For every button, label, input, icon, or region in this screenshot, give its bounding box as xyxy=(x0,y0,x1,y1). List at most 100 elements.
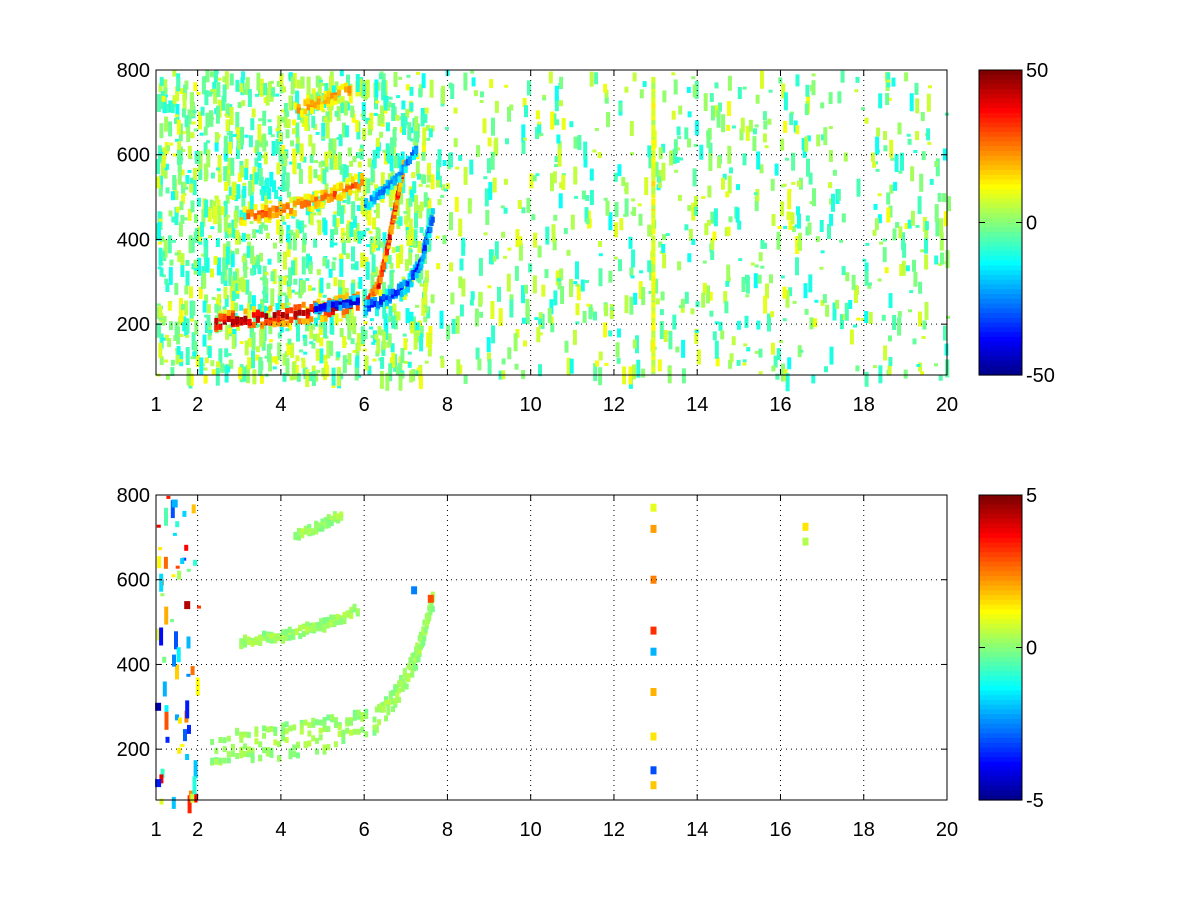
heatmap-cell xyxy=(828,92,833,105)
colorbar-strip xyxy=(979,604,1022,610)
heatmap-cell xyxy=(183,217,188,221)
heatmap-cell xyxy=(418,374,423,390)
heatmap-cell xyxy=(893,181,898,191)
heatmap-cell xyxy=(509,299,514,318)
colorbar-strip xyxy=(979,208,1022,214)
y-tick-label: 200 xyxy=(117,314,150,336)
heatmap-cell xyxy=(168,121,173,137)
heatmap-cell xyxy=(485,209,490,225)
heatmap-cell xyxy=(339,185,344,191)
heatmap-cell xyxy=(345,720,350,727)
heatmap-cell xyxy=(823,127,828,146)
colorbar-ticks-bottom: 50-5 xyxy=(979,485,1044,812)
heatmap-cell xyxy=(407,361,412,368)
heatmap-cell xyxy=(348,299,353,306)
heatmap-cell xyxy=(708,291,713,301)
heatmap-cell xyxy=(762,133,767,143)
heatmap-cell xyxy=(416,71,420,75)
heatmap-cell xyxy=(379,329,384,336)
heatmap-cell xyxy=(380,356,385,369)
heatmap-cell xyxy=(651,97,656,104)
heatmap-cell xyxy=(348,185,353,192)
heatmap-cell xyxy=(278,132,283,142)
colorbar-strip xyxy=(979,576,1022,582)
heatmap-cell xyxy=(338,192,343,196)
heatmap-cell xyxy=(593,311,597,321)
heatmap-cell xyxy=(681,339,686,358)
heatmap-cell xyxy=(360,230,364,240)
heatmap-cell xyxy=(677,136,682,140)
heatmap-cell xyxy=(414,148,419,154)
heatmap-cell xyxy=(311,88,316,104)
heatmap-cell xyxy=(380,189,385,196)
heatmap-cell xyxy=(158,175,163,191)
heatmap-cell xyxy=(399,372,404,379)
heatmap-cell xyxy=(782,286,787,299)
heatmap-cell xyxy=(226,309,231,316)
heatmap-cell xyxy=(170,367,175,377)
heatmap-cell xyxy=(243,743,247,750)
heatmap-cell xyxy=(358,148,363,152)
heatmap-cell xyxy=(395,114,400,121)
heatmap-cell xyxy=(355,608,360,615)
heatmap-cell xyxy=(804,308,809,315)
heatmap-cell xyxy=(320,521,325,528)
heatmap-cell xyxy=(172,70,177,77)
heatmap-cell xyxy=(283,109,288,128)
heatmap-cell xyxy=(295,122,300,138)
heatmap-cell xyxy=(185,700,190,719)
heatmap-cell xyxy=(662,253,667,269)
heatmap-cell xyxy=(354,362,359,381)
heatmap-cell xyxy=(878,93,883,109)
colorbar-top: 500-50 xyxy=(978,60,1055,387)
heatmap-cell xyxy=(378,186,382,193)
heatmap-cell xyxy=(352,156,357,163)
heatmap-cell xyxy=(323,354,328,361)
heatmap-cell xyxy=(283,276,287,286)
heatmap-cell xyxy=(603,197,608,201)
heatmap-cell xyxy=(360,726,365,733)
heatmap-cell xyxy=(299,201,304,208)
heatmap-cell xyxy=(357,197,362,201)
heatmap-cell xyxy=(386,704,391,711)
colorbar-strip xyxy=(979,704,1022,711)
heatmap-cell xyxy=(266,313,271,319)
heatmap-cell xyxy=(295,90,300,106)
heatmap-cell xyxy=(651,236,656,242)
heatmap-cell xyxy=(339,373,344,380)
heatmap-cell xyxy=(785,289,790,308)
heatmap-cell xyxy=(316,219,321,223)
colorbar-strip xyxy=(979,236,1022,243)
heatmap-cell xyxy=(387,234,392,240)
heatmap-cell xyxy=(311,115,316,128)
heatmap-cell xyxy=(247,319,252,326)
heatmap-cell xyxy=(676,126,681,136)
heatmap-cell xyxy=(559,268,564,281)
heatmap-cell xyxy=(363,97,368,101)
heatmap-cell xyxy=(321,367,326,377)
heatmap-cell xyxy=(887,365,892,375)
heatmap-cell xyxy=(301,623,306,630)
heatmap-cell xyxy=(262,732,266,739)
heatmap-cell xyxy=(218,757,223,764)
heatmap-cell xyxy=(325,364,329,377)
heatmap-cell xyxy=(856,317,861,321)
heatmap-cell xyxy=(330,309,335,316)
heatmap-cell xyxy=(268,126,273,130)
heatmap-cell xyxy=(264,195,269,205)
heatmap-cell xyxy=(273,730,278,737)
heatmap-cell xyxy=(728,216,733,223)
heatmap-cell xyxy=(795,125,800,135)
heatmap-cell xyxy=(372,729,377,736)
heatmap-cell xyxy=(750,262,755,266)
heatmap-cell xyxy=(218,737,223,743)
heatmap-cell xyxy=(364,355,369,371)
heatmap-cell xyxy=(251,350,255,369)
heatmap-cell xyxy=(354,261,359,271)
heatmap-cell xyxy=(280,303,285,310)
heatmap-cell xyxy=(286,119,291,128)
heatmap-cell xyxy=(247,201,252,217)
heatmap-cell xyxy=(170,500,175,519)
heatmap-cell xyxy=(165,373,170,380)
heatmap-cell xyxy=(581,190,586,200)
